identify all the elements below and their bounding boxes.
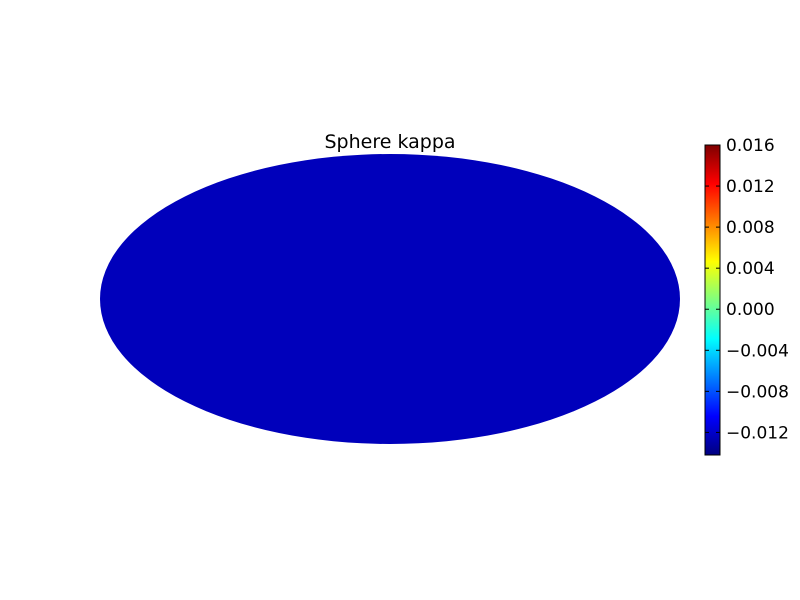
colorbar-tick-label: 0.004 <box>726 259 775 279</box>
colorbar-ticks: 0.016 0.012 0.008 0.004 0.000 −0.004 −0.008 −0.… <box>705 136 789 443</box>
colorbar-tick-label: 0.012 <box>726 177 775 197</box>
chart-title: Sphere kappa <box>324 131 455 153</box>
colorbar-tick-label: −0.008 <box>726 382 789 402</box>
colorbar-tick-label: 0.016 <box>726 136 775 156</box>
colorbar-gradient <box>704 144 721 456</box>
kappa-field <box>100 154 680 444</box>
colorbar-tick-label: −0.004 <box>726 341 789 361</box>
colorbar-tick-label: −0.012 <box>726 423 789 443</box>
colorbar: 0.016 0.012 0.008 0.004 0.000 −0.004 −0.008 −0.… <box>704 136 789 456</box>
colorbar-tick-label: 0.008 <box>726 218 775 238</box>
colorbar-tick-label: 0.000 <box>726 300 775 320</box>
mollweide-map <box>100 154 680 444</box>
